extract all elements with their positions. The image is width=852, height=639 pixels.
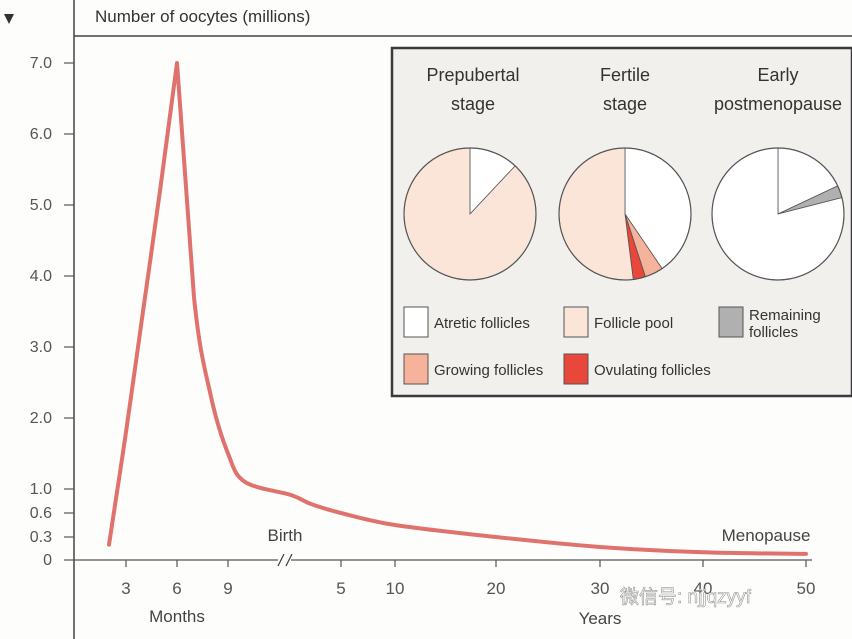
y-tick-label: 1.0 bbox=[30, 481, 52, 498]
y-axis-arrow bbox=[4, 14, 14, 24]
watermark: 微信号: njjqzyyf bbox=[620, 586, 752, 608]
inset-panel: Prepubertal stage Fertile stage Early postmen… bbox=[390, 46, 852, 398]
pie-outline bbox=[403, 147, 537, 281]
years-label: Years bbox=[579, 609, 622, 628]
legend-swatch bbox=[718, 306, 744, 338]
pie-title: Prepubertal bbox=[426, 65, 519, 85]
legend-item-pool: Follicle pool bbox=[563, 306, 673, 338]
x-tick-labels: 3 6 9 5 10 20 30 40 50 bbox=[121, 560, 815, 598]
birth-label: Birth bbox=[268, 526, 303, 545]
x-tick-label-year: 50 bbox=[797, 579, 816, 598]
legend-label: Ovulating follicles bbox=[594, 362, 711, 379]
legend-swatch bbox=[403, 353, 429, 385]
legend-label: Follicle pool bbox=[594, 315, 673, 332]
menopause-label: Menopause bbox=[722, 526, 811, 545]
x-tick-label-year: 30 bbox=[591, 579, 610, 598]
x-tick-label-year: 20 bbox=[487, 579, 506, 598]
y-tick-label: 0.3 bbox=[30, 529, 52, 546]
y-tick-label: 2.0 bbox=[30, 410, 52, 427]
pie-3: Early postmenopause bbox=[711, 65, 845, 281]
legend-label: Remaining bbox=[749, 307, 821, 324]
series-line-oocytes bbox=[107, 61, 808, 556]
pie-1: Prepubertal stage bbox=[403, 65, 537, 281]
y-tick-label: 4.0 bbox=[30, 268, 52, 285]
pie-2: Fertile stage bbox=[558, 65, 692, 281]
legend-swatch bbox=[563, 353, 589, 385]
pie-title: Fertile bbox=[600, 65, 650, 85]
legend-item-ovulating: Ovulating follicles bbox=[563, 353, 711, 385]
legend-item-growing: Growing follicles bbox=[403, 353, 543, 385]
x-tick-label-month: 3 bbox=[121, 579, 130, 598]
y-tick-label: 7.0 bbox=[30, 55, 52, 72]
pie-title: Early bbox=[757, 65, 798, 85]
legend-item-atretic: Atretic follicles bbox=[403, 306, 530, 338]
axis-break-icon bbox=[277, 553, 293, 567]
legend-swatch bbox=[563, 306, 589, 338]
pie-outline bbox=[711, 147, 845, 281]
y-tick-label: 6.0 bbox=[30, 126, 52, 143]
legend-label: Growing follicles bbox=[434, 362, 543, 379]
months-label: Months bbox=[149, 607, 205, 626]
inset-legend: Atretic follicles Follicle pool Remainingf… bbox=[403, 306, 821, 385]
pie-title: stage bbox=[451, 94, 495, 114]
y-tick-label: 0 bbox=[43, 552, 52, 569]
pie-outline bbox=[558, 147, 692, 281]
x-tick-label-month: 6 bbox=[172, 579, 181, 598]
y-tick-labels: 7.0 6.0 5.0 4.0 3.0 2.0 1.0 0.6 0.3 0 bbox=[30, 55, 74, 569]
y-tick-label: 3.0 bbox=[30, 339, 52, 356]
x-tick-label-year: 5 bbox=[336, 579, 345, 598]
y-tick-label: 0.6 bbox=[30, 505, 52, 522]
y-axis-label: Number of oocytes (millions) bbox=[95, 7, 310, 26]
pie-slice-pool bbox=[403, 147, 537, 281]
pie-title: postmenopause bbox=[714, 94, 842, 114]
legend-label: Atretic follicles bbox=[434, 315, 530, 332]
pie-title: stage bbox=[603, 94, 647, 114]
legend-label: follicles bbox=[749, 324, 798, 341]
pie-charts: Prepubertal stage Fertile stage Early postmen… bbox=[403, 65, 845, 281]
legend-swatch bbox=[403, 306, 429, 338]
y-tick-label: 5.0 bbox=[30, 197, 52, 214]
x-tick-label-year: 10 bbox=[386, 579, 405, 598]
x-tick-label-year: 40 bbox=[694, 579, 713, 598]
x-tick-label-month: 9 bbox=[223, 579, 232, 598]
